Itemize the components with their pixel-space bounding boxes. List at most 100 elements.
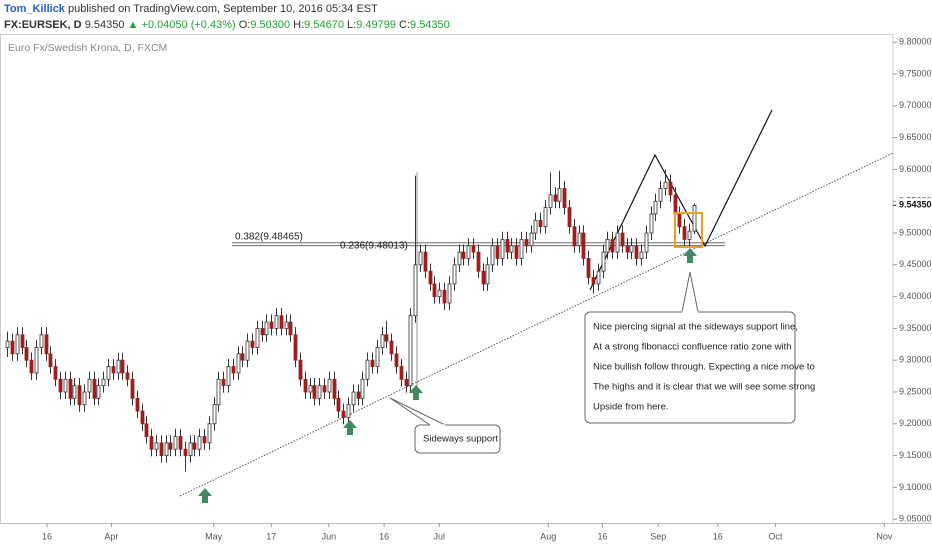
candle-body	[399, 366, 404, 380]
candle-body	[125, 372, 130, 380]
y-tick-label: 9.40000	[899, 291, 932, 301]
candle-body	[447, 283, 452, 304]
candle-body	[255, 328, 260, 348]
callout-text: The highs and it is clear that we will s…	[593, 382, 815, 393]
candle-body	[481, 270, 486, 285]
callout-pointer	[389, 397, 446, 426]
candle-body	[29, 359, 34, 374]
candle-body	[327, 378, 332, 393]
candle-body	[389, 340, 394, 355]
candle-body	[529, 232, 534, 247]
change: +0.04050 (+0.43%)	[141, 19, 236, 31]
projection	[589, 109, 773, 291]
candle-body	[116, 359, 121, 374]
candle-body	[394, 353, 399, 367]
candle-body	[519, 238, 524, 259]
callout-pointer	[681, 271, 699, 313]
candle-body	[562, 188, 567, 208]
x-tick-label: Sep	[650, 531, 666, 541]
y-tick-label: 9.50000	[899, 227, 932, 237]
candle-body	[92, 378, 97, 399]
candle-body	[154, 442, 159, 450]
signal-arrow	[198, 488, 212, 503]
candle-body	[490, 245, 495, 266]
signal-arrow	[683, 248, 697, 263]
x-tick-label: Apr	[104, 531, 118, 541]
candle-body	[351, 391, 356, 406]
y-tick-label: 9.60000	[899, 164, 932, 174]
candle-body	[245, 340, 250, 361]
candle-body	[418, 251, 423, 266]
candle-body	[610, 238, 615, 253]
candle-body	[332, 378, 337, 399]
candle-body	[408, 315, 413, 387]
change-arrow: ▲	[127, 19, 139, 31]
candle-body	[240, 353, 245, 361]
candle-body	[428, 270, 433, 285]
callout-text: Sideways support	[423, 434, 498, 445]
candle-body	[44, 334, 49, 355]
candle-body	[567, 207, 572, 228]
y-tick-label: 9.75000	[899, 68, 932, 78]
candle-body	[601, 251, 606, 272]
candle-body	[452, 264, 457, 285]
candle-body	[663, 181, 668, 189]
candle-body	[15, 334, 20, 355]
candle-body	[5, 340, 10, 348]
ohlc-fields: O:9.50300 H:9.54670 L:9.49799 C:9.54350	[239, 19, 450, 31]
candle-body	[111, 366, 116, 374]
candle-body	[500, 238, 505, 259]
candle-body	[485, 264, 490, 285]
candle-body	[135, 397, 140, 412]
callout-text: Nice piercing signal at the sideways sup…	[593, 322, 798, 333]
candle-body	[356, 391, 361, 399]
candle-body	[442, 289, 447, 304]
candle-body	[231, 366, 236, 374]
candle-body	[192, 442, 197, 450]
candle-body	[260, 328, 265, 336]
x-tick-label: May	[205, 531, 223, 541]
field-label: L:	[347, 19, 357, 31]
candle-body	[288, 321, 293, 336]
candle-body	[644, 232, 649, 253]
highlight-box	[674, 212, 703, 248]
author[interactable]: Tom_Killick	[4, 3, 65, 15]
candle-body	[34, 347, 39, 374]
candle-body	[586, 258, 591, 278]
field-value: 9.50300	[250, 19, 291, 31]
candle-body	[432, 283, 437, 298]
candle-body	[629, 245, 634, 253]
y-tick-label: 9.70000	[899, 100, 932, 110]
callout-text: At a strong fibonacci confluence ratio z…	[593, 342, 792, 353]
last-price-tag	[896, 198, 932, 213]
candle-body	[72, 385, 77, 399]
candle-body	[173, 436, 178, 450]
callout-text: Nice bullish follow through. Expecting a…	[593, 362, 815, 373]
candle-body	[96, 385, 101, 399]
fib-label: 0.236(9.48013)	[340, 240, 408, 251]
x-tick-label: 16	[42, 531, 52, 541]
candle-body	[164, 442, 169, 456]
candle-body	[284, 321, 289, 329]
candle-body	[509, 245, 514, 253]
candle-body	[312, 385, 317, 399]
candle-body	[39, 334, 44, 348]
candle-body	[159, 442, 164, 456]
candle-body	[149, 436, 154, 450]
field-label: O:	[238, 19, 251, 31]
candle-body	[581, 232, 586, 259]
candle-body	[216, 378, 221, 406]
field-value: 9.54670	[304, 19, 344, 31]
candle-body	[524, 238, 529, 247]
candle-body	[658, 188, 663, 202]
candle-body	[365, 359, 370, 380]
x-tick-label: 16	[713, 531, 723, 541]
candle-body	[384, 334, 389, 342]
publish-line: Tom_Killick published on TradingView.com…	[4, 3, 378, 15]
publish-info: published on TradingView.com, September …	[68, 3, 378, 15]
candle-body	[274, 315, 279, 329]
candle-body	[476, 251, 481, 272]
signal-arrow	[409, 385, 423, 400]
candle-body	[317, 385, 322, 399]
